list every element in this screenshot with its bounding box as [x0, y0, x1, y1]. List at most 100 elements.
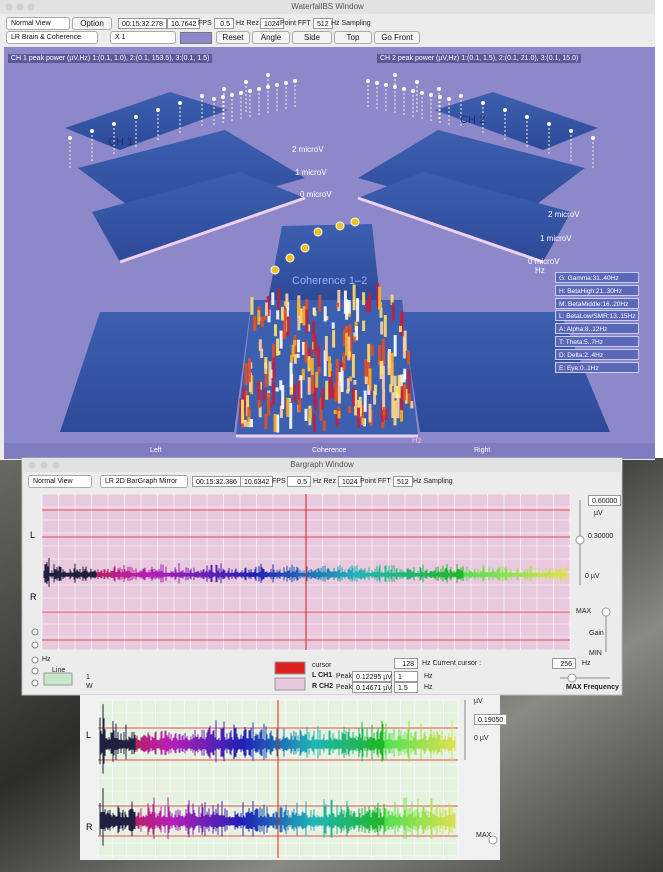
surface-spike [311, 320, 315, 342]
peak-marker [285, 253, 295, 263]
surface-spike [363, 390, 367, 412]
surface-spike [402, 336, 406, 359]
surface-spike [242, 387, 246, 412]
gain-min: MIN [589, 650, 602, 657]
option-button[interactable]: Option [72, 17, 112, 30]
sampling-field: 512 [313, 18, 333, 29]
surface-spike [348, 406, 352, 413]
fps-unit: FPS [272, 478, 286, 485]
toolbar-button[interactable]: Side [292, 31, 332, 44]
color-swatch[interactable] [274, 661, 306, 675]
window-title: Bargraph Window [290, 460, 354, 469]
pole-dot [591, 136, 595, 140]
surface-spike [318, 295, 322, 312]
max-field[interactable]: 256 [552, 658, 576, 669]
pole-dot [275, 83, 279, 87]
peak-marker [335, 221, 345, 231]
surface-spike [297, 298, 301, 316]
surface-spike [403, 368, 407, 380]
surface-spike [279, 405, 283, 418]
scale-unit: µV [474, 698, 483, 705]
slider-knob[interactable] [575, 535, 585, 545]
mode-select[interactable]: LR Brain & Coherence [6, 31, 98, 44]
radio[interactable] [31, 641, 39, 649]
surface-spike [368, 403, 372, 423]
window-button[interactable] [27, 3, 35, 11]
toolbar-button[interactable]: Go Front [374, 31, 420, 44]
surface-spike [299, 308, 303, 324]
option[interactable]: Line [52, 667, 66, 674]
pole-dot [293, 79, 297, 83]
scale-select[interactable]: X 1 [110, 31, 176, 44]
option[interactable]: W [86, 683, 93, 690]
surface-spike [250, 297, 254, 315]
window-button[interactable] [52, 461, 60, 469]
window-button[interactable] [5, 3, 13, 11]
surface-spike [328, 379, 332, 398]
fps-unit: FPS [198, 20, 212, 27]
slider-knob[interactable] [567, 673, 577, 683]
toolbar-button[interactable]: Reset [216, 31, 250, 44]
surface-spike [393, 375, 397, 399]
color-swatch[interactable] [43, 672, 73, 686]
surface-spike [349, 376, 352, 382]
surface-spike [279, 330, 283, 349]
window-button[interactable] [40, 461, 48, 469]
surface-spike [293, 354, 297, 364]
slider-knob[interactable] [601, 607, 611, 617]
surface-spike [244, 390, 248, 402]
panel-label: Coherence 1–2 [292, 275, 368, 287]
surface-spike [376, 282, 380, 307]
surface-spike [390, 352, 394, 376]
surface-spike [277, 288, 281, 310]
color-well[interactable] [180, 32, 212, 44]
surface-spike [361, 417, 365, 426]
view-label[interactable]: Coherence [312, 447, 347, 454]
surface-spike [297, 339, 300, 353]
surface-spike [277, 350, 281, 355]
surface-spike [304, 408, 308, 421]
view-select[interactable]: Normal View [28, 475, 92, 488]
surface-spike [302, 342, 306, 355]
surface-spike [246, 395, 250, 417]
option[interactable]: 1 [86, 674, 90, 681]
surface-spike [357, 407, 360, 428]
view-label[interactable]: Right [474, 447, 491, 454]
peak-value: 0.12295 µV [352, 671, 392, 682]
toolbar-button[interactable]: Angle [252, 31, 290, 44]
scale-unit: µV [594, 510, 603, 517]
radio[interactable] [31, 667, 39, 675]
surface-spike [382, 389, 386, 410]
window-button[interactable] [28, 461, 36, 469]
surface-spike [264, 357, 268, 374]
gain-label: Gain [589, 630, 604, 637]
surface-spike [348, 351, 351, 357]
pole-dot [411, 89, 415, 93]
surface-spike [347, 336, 351, 361]
surface-spike [331, 322, 335, 329]
surface-spike [304, 341, 308, 363]
mode-select[interactable]: LR 2D BarGraph Mirror [100, 475, 188, 488]
cursor-field[interactable]: 128 [394, 658, 418, 669]
surface-spike [265, 302, 268, 316]
color-swatch[interactable] [274, 677, 306, 691]
pole-dot [429, 93, 433, 97]
view-select[interactable]: Normal View [6, 17, 70, 30]
view-label[interactable]: Left [150, 447, 162, 454]
surface-spike [353, 332, 357, 341]
window-button[interactable] [16, 3, 24, 11]
toolbar-button[interactable]: Top [334, 31, 372, 44]
surface-spike [308, 348, 312, 364]
surface-spike [317, 345, 321, 367]
pole-dot [230, 93, 234, 97]
option[interactable]: Hz [42, 656, 51, 663]
cursor-checkbox[interactable]: cursor [312, 662, 332, 669]
pole-dot [156, 108, 160, 112]
surface-spike [272, 357, 276, 381]
surface-spike [302, 306, 306, 326]
peak-unit: Hz [424, 673, 433, 680]
radio[interactable] [31, 656, 39, 664]
radio[interactable] [31, 679, 39, 687]
radio[interactable] [31, 628, 39, 636]
sampling-field: 512 [393, 476, 413, 487]
